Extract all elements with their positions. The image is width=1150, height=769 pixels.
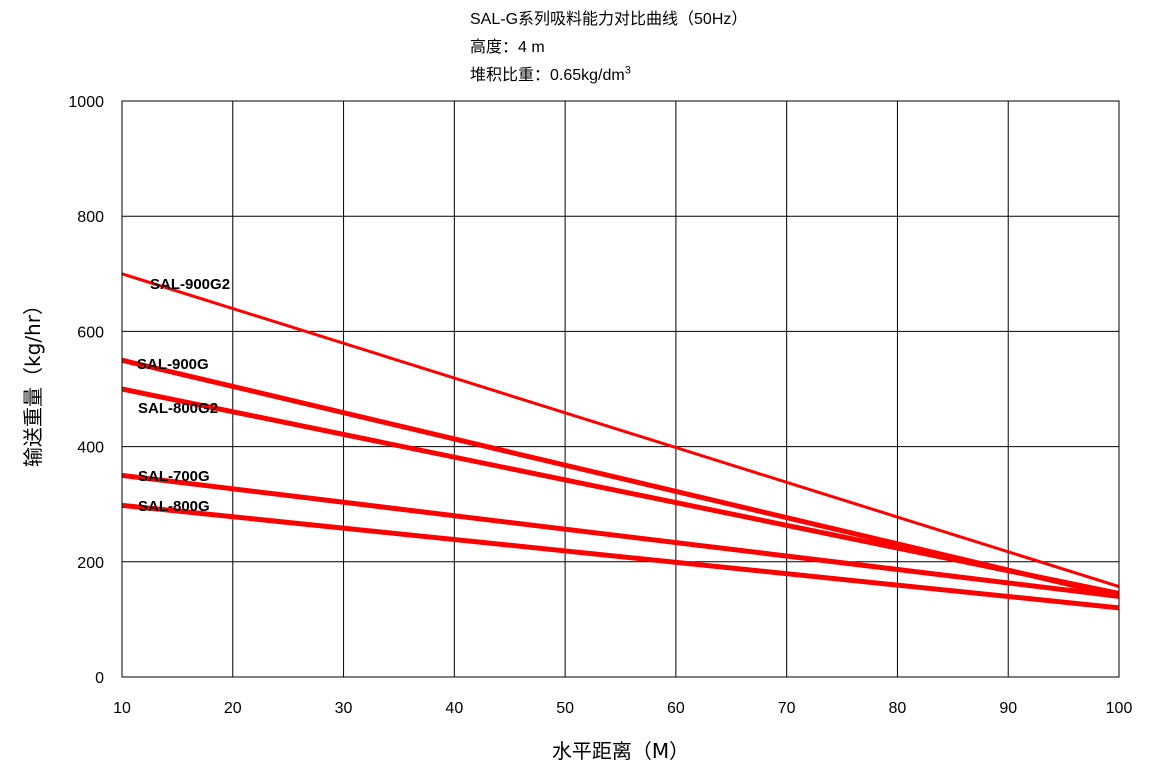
x-tick-label: 10	[113, 700, 131, 717]
y-tick-label: 200	[77, 555, 104, 572]
x-axis-title: 水平距离（M）	[552, 739, 689, 763]
y-tick-label: 0	[95, 670, 104, 687]
series-label: SAL-900G2	[150, 276, 230, 293]
series-label: SAL-900G	[137, 356, 209, 373]
height-note: 高度：4 m	[470, 38, 545, 58]
density-value: 0.65kg/dm	[550, 67, 625, 84]
y-tick-label: 400	[77, 440, 104, 457]
x-tick-label: 90	[999, 700, 1017, 717]
x-tick-label: 30	[335, 700, 353, 717]
plot-frame	[121, 100, 1120, 678]
series-lines	[121, 272, 1120, 611]
x-tick-label: 20	[224, 700, 242, 717]
series-labels: SAL-900G2 SAL-900G SAL-800G2 SAL-700G SAL-80…	[137, 276, 230, 515]
y-axis-title: 输送重量（kg/hr）	[21, 295, 45, 467]
x-tick-label: 80	[889, 700, 907, 717]
height-value: 4 m	[518, 39, 545, 56]
x-tick-label: 40	[445, 700, 463, 717]
series-line	[121, 386, 1120, 596]
series-line	[121, 502, 1120, 611]
x-tick-label: 60	[667, 700, 685, 717]
y-tick-label: 1000	[68, 94, 104, 111]
series-line	[121, 472, 1120, 599]
x-tick-label: 50	[556, 700, 574, 717]
density-label: 堆积比重：	[470, 67, 551, 84]
x-tick-label: 100	[1106, 700, 1133, 717]
density-note: 堆积比重：0.65kg/dm3	[470, 64, 631, 86]
x-tick-labels: 10 20 30 40 50 60 70 80 90 100	[113, 700, 1132, 717]
height-label: 高度：	[470, 39, 519, 56]
chart-title: SAL-G系列吸料能力对比曲线（50Hz）	[470, 11, 748, 28]
y-tick-label: 600	[77, 324, 104, 341]
series-label: SAL-800G	[138, 498, 210, 515]
y-tick-label: 800	[77, 209, 104, 226]
y-tick-labels: 0 200 400 600 800 1000	[68, 94, 104, 687]
density-superscript: 3	[624, 64, 631, 77]
x-tick-label: 70	[778, 700, 796, 717]
series-line	[121, 272, 1120, 588]
series-label: SAL-800G2	[138, 400, 218, 417]
series-label: SAL-700G	[138, 468, 210, 485]
